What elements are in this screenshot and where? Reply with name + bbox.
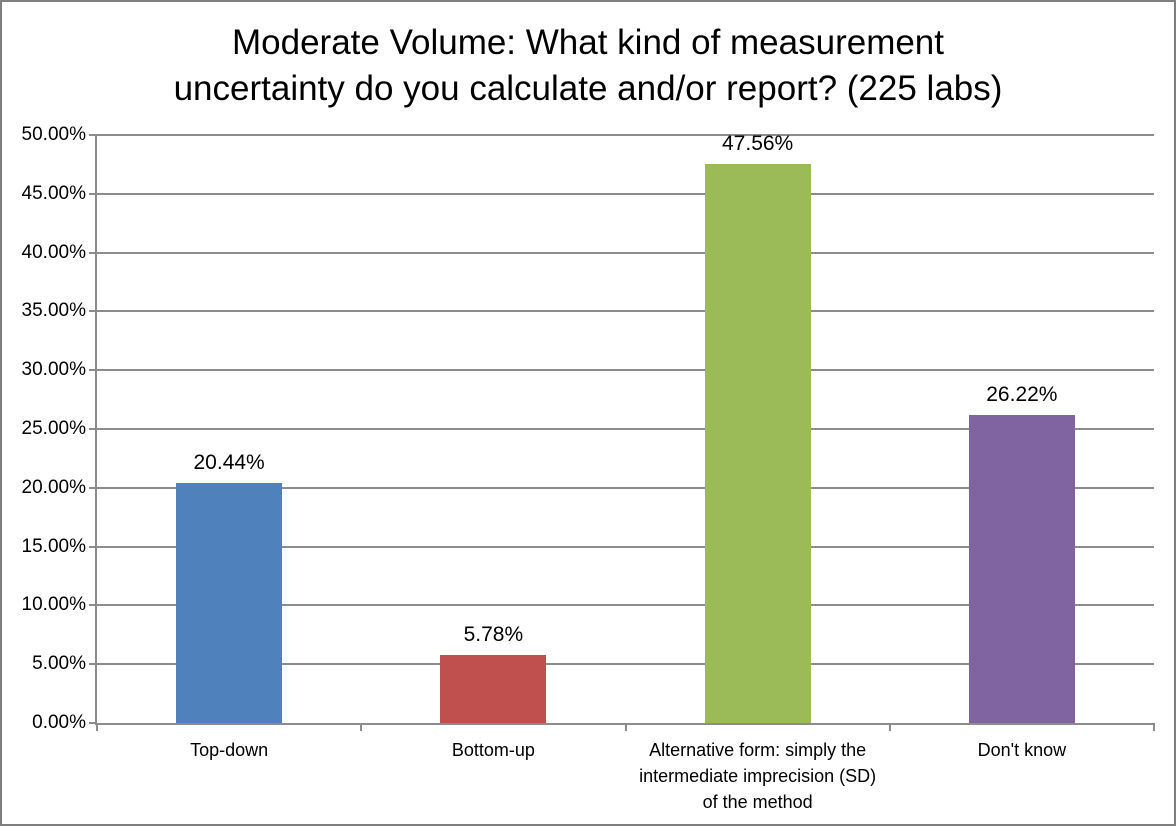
y-axis-label: 30.00%: [21, 359, 86, 381]
y-axis-tick: [89, 545, 97, 548]
gridline-35: [97, 310, 1154, 313]
x-axis-tick: [624, 723, 627, 731]
y-axis-tick: [89, 722, 97, 724]
gridline-30: [97, 369, 1154, 372]
gridline-20: [97, 486, 1154, 489]
bar-3: [704, 163, 811, 723]
x-axis-category-label: Don't know: [977, 740, 1067, 760]
y-axis-line: [95, 135, 97, 725]
y-axis-label: 15.00%: [21, 535, 86, 557]
y-axis-tick: [89, 369, 97, 372]
gridline-25: [97, 428, 1154, 430]
y-axis-label: 0.00%: [32, 712, 86, 733]
x-axis-tick: [360, 723, 363, 731]
y-axis-tick: [89, 192, 97, 195]
y-axis-tick: [89, 428, 97, 430]
x-axis-category-label: Bottom-up: [451, 740, 535, 760]
y-axis-tick: [89, 251, 97, 254]
x-axis-tick: [96, 723, 98, 731]
chart-title-line-1: Moderate Volume: What kind of measuremen…: [231, 23, 944, 62]
bar-value-label: 5.78%: [463, 623, 524, 647]
x-axis-category-label: Alternative form: simply the intermediat…: [639, 740, 877, 812]
y-axis-tick: [89, 486, 97, 489]
bar-4: [968, 414, 1075, 723]
y-axis-tick: [89, 134, 97, 136]
y-axis-tick: [89, 663, 97, 666]
gridline-45: [97, 192, 1154, 195]
y-axis-tick: [89, 604, 97, 607]
gridline-40: [97, 251, 1154, 254]
gridline-5: [97, 663, 1154, 666]
y-axis-label: 40.00%: [21, 241, 86, 263]
y-axis-tick: [89, 310, 97, 313]
gridline-50: [97, 134, 1154, 136]
y-axis-label: 20.00%: [21, 476, 86, 498]
y-axis-label: 10.00%: [21, 594, 86, 616]
y-axis-label: 5.00%: [32, 653, 86, 675]
bar-value-label: 26.22%: [986, 382, 1058, 406]
chart-title-line-2: uncertainty do you calculate and/or repo…: [173, 69, 1003, 108]
y-axis-label: 35.00%: [21, 300, 86, 322]
bar-value-label: 47.56%: [722, 131, 794, 155]
gridline-15: [97, 545, 1154, 548]
y-axis-label: 50.00%: [21, 124, 86, 145]
bar-value-label: 20.44%: [193, 450, 265, 474]
plot-area: [97, 134, 1154, 723]
gridline-10: [97, 604, 1154, 607]
bar-2: [440, 655, 547, 723]
y-axis-label: 45.00%: [21, 182, 86, 204]
x-axis-tick: [888, 723, 891, 731]
y-axis-label: 25.00%: [21, 418, 86, 439]
x-axis-category-label: Top-down: [190, 740, 269, 760]
x-axis-tick: [1153, 723, 1155, 731]
bar-1: [176, 482, 283, 723]
chart-title: Moderate Volume: What kind of measuremen…: [2, 20, 1174, 112]
